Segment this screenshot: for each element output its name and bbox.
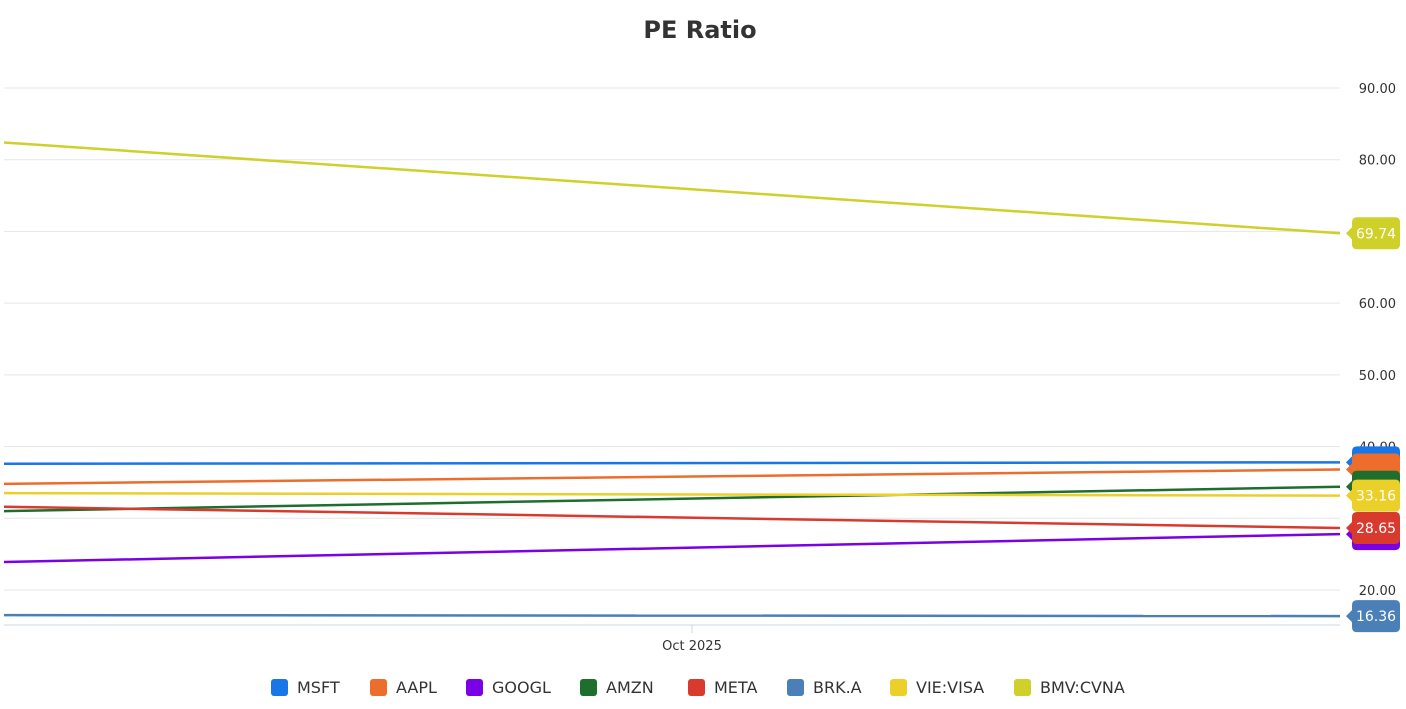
legend-item-bmv-cvna[interactable]: BMV:CVNA: [1014, 678, 1125, 697]
last-value-label-meta: 28.65: [1356, 521, 1396, 537]
last-value-label-bmv-cvna: 69.74: [1356, 226, 1396, 242]
legend-swatch: [580, 679, 597, 696]
x-tick-label: Oct 2025: [662, 639, 722, 654]
last-value-label-vie-visa: 33.16: [1356, 489, 1396, 505]
legend-item-msft[interactable]: MSFT: [271, 678, 340, 697]
last-value-flag-brk-a: [1346, 600, 1400, 633]
legend-item-vie-visa[interactable]: VIE:VISA: [890, 678, 984, 697]
legend-label: META: [714, 678, 757, 697]
legend-swatch: [466, 679, 483, 696]
legend-label: GOOGL: [492, 678, 551, 697]
legend-swatch: [787, 679, 804, 696]
last-value-flag-meta: [1346, 511, 1400, 544]
legend-swatch: [688, 679, 705, 696]
legend-item-amzn[interactable]: AMZN: [580, 678, 654, 697]
series-line-googl: [3, 532, 1341, 564]
series-line-brk-a: [3, 613, 1341, 618]
series-line-msft: [3, 461, 1341, 466]
legend-label: AAPL: [396, 678, 437, 697]
last-value-label-brk-a: 16.36: [1356, 609, 1396, 625]
series-line-amzn: [3, 485, 1341, 513]
legend-label: VIE:VISA: [916, 678, 984, 697]
legend[interactable]: MSFT AAPL GOOGL AMZN META BRK.A VIE:VISA BMV:CV…: [271, 678, 1125, 697]
chart-title: PE Ratio: [643, 16, 756, 44]
series-line-meta: [3, 505, 1341, 530]
legend-item-aapl[interactable]: AAPL: [370, 678, 437, 697]
series-line-bmv-cvna: [3, 141, 1341, 235]
legend-label: BRK.A: [813, 678, 862, 697]
legend-item-meta[interactable]: META: [688, 678, 757, 697]
legend-swatch: [370, 679, 387, 696]
legend-swatch: [271, 679, 288, 696]
series-lines: [3, 141, 1341, 618]
legend-label: AMZN: [606, 678, 654, 697]
grid-lines: [4, 87, 1340, 591]
y-tick-label: 90.00: [1359, 82, 1396, 97]
y-tick-label: 50.00: [1359, 369, 1396, 384]
last-value-flags: 28.65 16.36 33.16 69.74: [1346, 217, 1400, 633]
legend-label: BMV:CVNA: [1040, 678, 1125, 697]
legend-label: MSFT: [297, 678, 340, 697]
y-tick-label: 20.00: [1359, 584, 1396, 599]
y-tick-label: 60.00: [1359, 297, 1396, 312]
last-value-flag-bmv-cvna: [1346, 217, 1400, 250]
y-tick-label: 80.00: [1359, 154, 1396, 169]
legend-item-googl[interactable]: GOOGL: [466, 678, 551, 697]
series-line-aapl: [3, 468, 1341, 486]
legend-swatch: [890, 679, 907, 696]
series-line-vie-visa: [3, 491, 1341, 497]
legend-swatch: [1014, 679, 1031, 696]
legend-item-brk-a[interactable]: BRK.A: [787, 678, 862, 697]
last-value-flag-vie-visa: [1346, 479, 1400, 512]
x-axis: Oct 2025: [4, 624, 1340, 654]
